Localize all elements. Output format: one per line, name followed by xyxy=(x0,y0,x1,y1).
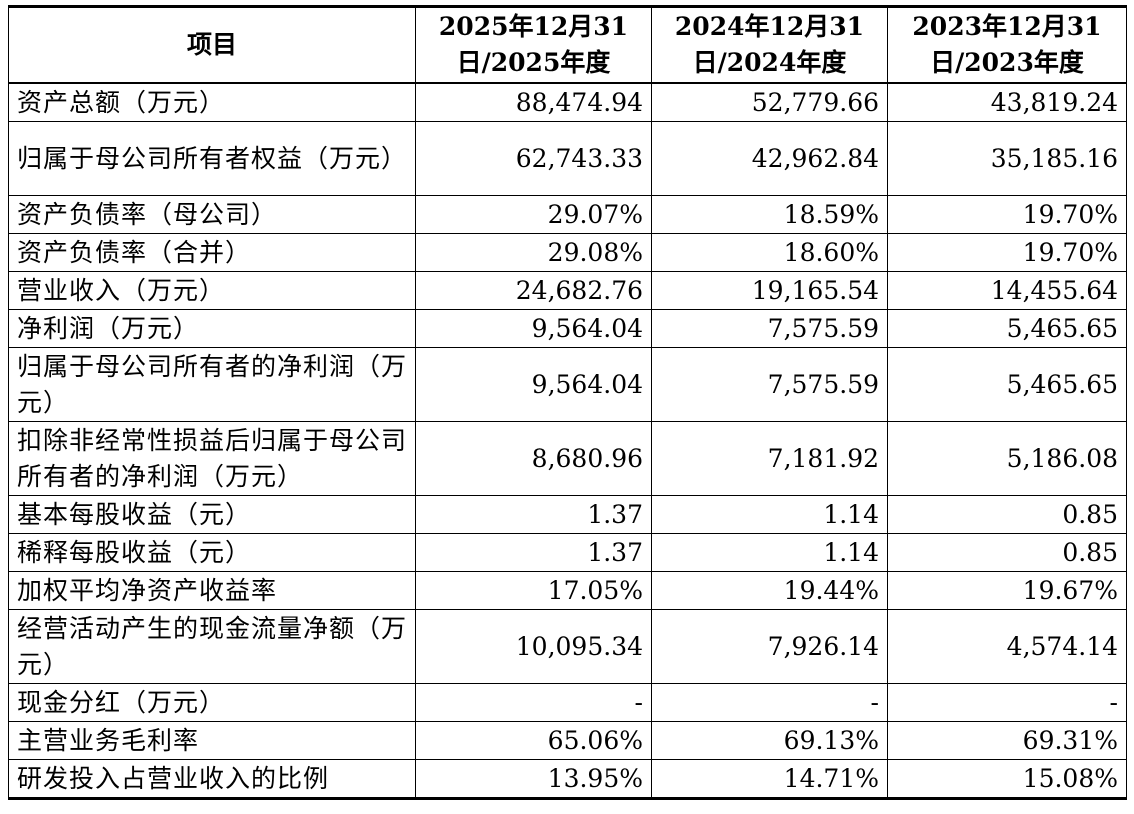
value-2024: 18.60% xyxy=(651,233,888,272)
value-2025: 24,682.76 xyxy=(415,271,652,310)
row-label: 营业收入（万元） xyxy=(8,271,416,310)
value-2025: 88,474.94 xyxy=(415,82,652,122)
value-2023: 4,574.14 xyxy=(887,609,1127,684)
row-label: 稀释每股收益（元） xyxy=(8,533,416,572)
value-2024: - xyxy=(651,683,888,722)
table-row: 加权平均净资产收益率 17.05% 19.44% 19.67% xyxy=(8,571,1127,610)
value-2024: 42,962.84 xyxy=(651,121,888,196)
table-row: 资产负债率（合并） 29.08% 18.60% 19.70% xyxy=(8,233,1127,272)
table-row: 基本每股收益（元） 1.37 1.14 0.85 xyxy=(8,495,1127,534)
header-2024: 2024年12月31日/2024年度 xyxy=(651,5,888,84)
header-item: 项目 xyxy=(8,5,416,84)
value-2025: 17.05% xyxy=(415,571,652,610)
value-2025: 29.08% xyxy=(415,233,652,272)
value-2025: 1.37 xyxy=(415,495,652,534)
value-2024: 18.59% xyxy=(651,195,888,234)
row-label: 现金分红（万元） xyxy=(8,683,416,722)
row-label: 归属于母公司所有者的净利润（万元） xyxy=(8,347,416,422)
value-2025: 65.06% xyxy=(415,721,652,760)
value-2023: 19.70% xyxy=(887,195,1127,234)
table-header: 项目 2025年12月31日/2025年度 2024年12月31日/2024年度… xyxy=(8,5,1127,84)
table-body: 资产总额（万元） 88,474.94 52,779.66 43,819.24 归属于母公… xyxy=(8,82,1127,800)
value-2023: 69.31% xyxy=(887,721,1127,760)
value-2024: 19,165.54 xyxy=(651,271,888,310)
financial-table-container: 项目 2025年12月31日/2025年度 2024年12月31日/2024年度… xyxy=(8,5,1127,800)
value-2023: 14,455.64 xyxy=(887,271,1127,310)
financial-indicators-table: 项目 2025年12月31日/2025年度 2024年12月31日/2024年度… xyxy=(8,5,1127,800)
value-2023: 0.85 xyxy=(887,533,1127,572)
row-label: 资产负债率（合并） xyxy=(8,233,416,272)
value-2023: 35,185.16 xyxy=(887,121,1127,196)
table-row: 主营业务毛利率 65.06% 69.13% 69.31% xyxy=(8,721,1127,760)
header-2025: 2025年12月31日/2025年度 xyxy=(415,5,652,84)
table-row: 净利润（万元） 9,564.04 7,575.59 5,465.65 xyxy=(8,309,1127,348)
header-row: 项目 2025年12月31日/2025年度 2024年12月31日/2024年度… xyxy=(8,5,1127,84)
value-2024: 52,779.66 xyxy=(651,82,888,122)
value-2023: 5,465.65 xyxy=(887,309,1127,348)
value-2025: 9,564.04 xyxy=(415,309,652,348)
table-row: 经营活动产生的现金流量净额（万元） 10,095.34 7,926.14 4,574.… xyxy=(8,609,1127,684)
table-row: 归属于母公司所有者的净利润（万元） 9,564.04 7,575.59 5,465.6… xyxy=(8,347,1127,422)
value-2024: 1.14 xyxy=(651,533,888,572)
value-2025: 29.07% xyxy=(415,195,652,234)
value-2023: 5,186.08 xyxy=(887,421,1127,496)
table-row: 稀释每股收益（元） 1.37 1.14 0.85 xyxy=(8,533,1127,572)
row-label: 基本每股收益（元） xyxy=(8,495,416,534)
value-2025: 9,564.04 xyxy=(415,347,652,422)
value-2025: - xyxy=(415,683,652,722)
value-2025: 10,095.34 xyxy=(415,609,652,684)
value-2025: 8,680.96 xyxy=(415,421,652,496)
table-row: 资产负债率（母公司） 29.07% 18.59% 19.70% xyxy=(8,195,1127,234)
value-2025: 13.95% xyxy=(415,759,652,800)
header-2023: 2023年12月31日/2023年度 xyxy=(887,5,1127,84)
value-2024: 7,575.59 xyxy=(651,347,888,422)
table-row: 扣除非经常性损益后归属于母公司所有者的净利润（万元） 8,680.96 7,181.… xyxy=(8,421,1127,496)
value-2025: 1.37 xyxy=(415,533,652,572)
table-row: 研发投入占营业收入的比例 13.95% 14.71% 15.08% xyxy=(8,759,1127,800)
value-2023: 5,465.65 xyxy=(887,347,1127,422)
row-label: 资产负债率（母公司） xyxy=(8,195,416,234)
value-2024: 7,181.92 xyxy=(651,421,888,496)
value-2024: 7,575.59 xyxy=(651,309,888,348)
value-2024: 1.14 xyxy=(651,495,888,534)
table-row: 资产总额（万元） 88,474.94 52,779.66 43,819.24 xyxy=(8,82,1127,122)
table-row: 归属于母公司所有者权益（万元） 62,743.33 42,962.84 35,185.… xyxy=(8,121,1127,196)
value-2025: 62,743.33 xyxy=(415,121,652,196)
row-label: 扣除非经常性损益后归属于母公司所有者的净利润（万元） xyxy=(8,421,416,496)
value-2024: 69.13% xyxy=(651,721,888,760)
row-label: 归属于母公司所有者权益（万元） xyxy=(8,121,416,196)
value-2023: 19.70% xyxy=(887,233,1127,272)
value-2023: 15.08% xyxy=(887,759,1127,800)
row-label: 资产总额（万元） xyxy=(8,82,416,122)
table-row: 现金分红（万元） - - - xyxy=(8,683,1127,722)
value-2024: 7,926.14 xyxy=(651,609,888,684)
table-row: 营业收入（万元） 24,682.76 19,165.54 14,455.64 xyxy=(8,271,1127,310)
row-label: 加权平均净资产收益率 xyxy=(8,571,416,610)
value-2024: 14.71% xyxy=(651,759,888,800)
row-label: 经营活动产生的现金流量净额（万元） xyxy=(8,609,416,684)
row-label: 主营业务毛利率 xyxy=(8,721,416,760)
value-2023: 19.67% xyxy=(887,571,1127,610)
row-label: 净利润（万元） xyxy=(8,309,416,348)
row-label: 研发投入占营业收入的比例 xyxy=(8,759,416,800)
value-2023: 43,819.24 xyxy=(887,82,1127,122)
value-2023: 0.85 xyxy=(887,495,1127,534)
value-2024: 19.44% xyxy=(651,571,888,610)
value-2023: - xyxy=(887,683,1127,722)
